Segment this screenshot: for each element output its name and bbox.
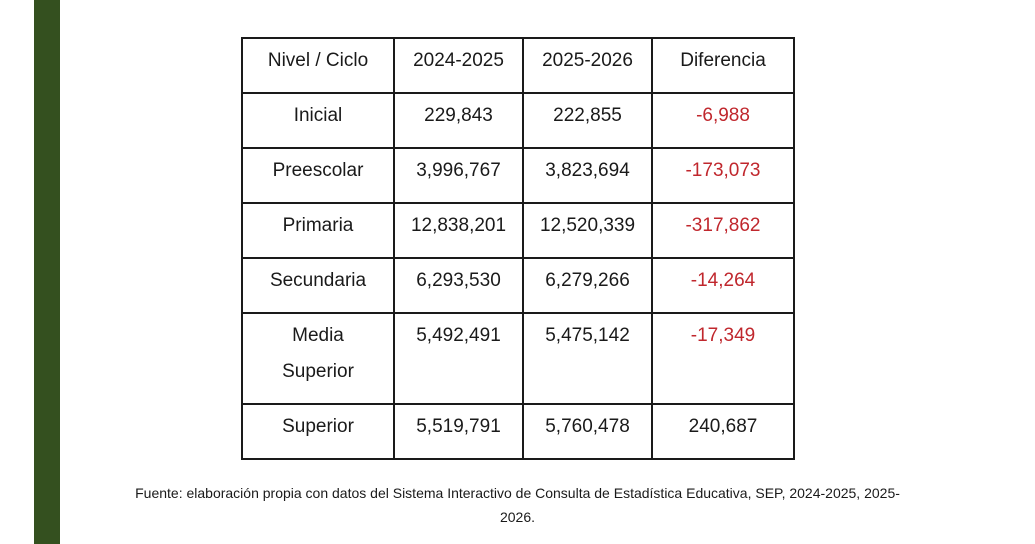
table-row: Secundaria 6,293,530 6,279,266 -14,264 bbox=[241, 257, 795, 314]
cell-nivel: Superior bbox=[241, 403, 395, 460]
header-diferencia: Diferencia bbox=[651, 37, 795, 94]
header-nivel-ciclo: Nivel / Ciclo bbox=[241, 37, 395, 94]
cell-2025-2026: 5,475,142 bbox=[522, 312, 653, 405]
cell-nivel: Inicial bbox=[241, 92, 395, 149]
cell-2024-2025: 6,293,530 bbox=[393, 257, 524, 314]
left-accent-bar bbox=[34, 0, 60, 544]
table-row: Media Superior 5,492,491 5,475,142 -17,3… bbox=[241, 312, 795, 405]
cell-2025-2026: 5,760,478 bbox=[522, 403, 653, 460]
table-row: Primaria 12,838,201 12,520,339 -317,862 bbox=[241, 202, 795, 259]
cell-2024-2025: 229,843 bbox=[393, 92, 524, 149]
cell-diferencia: -14,264 bbox=[651, 257, 795, 314]
cell-diferencia: -6,988 bbox=[651, 92, 795, 149]
cell-nivel: Primaria bbox=[241, 202, 395, 259]
cell-2025-2026: 3,823,694 bbox=[522, 147, 653, 204]
cell-nivel: Secundaria bbox=[241, 257, 395, 314]
cell-2025-2026: 6,279,266 bbox=[522, 257, 653, 314]
cell-diferencia: -17,349 bbox=[651, 312, 795, 405]
header-2025-2026: 2025-2026 bbox=[522, 37, 653, 94]
enrollment-table: Nivel / Ciclo 2024-2025 2025-2026 Difere… bbox=[241, 37, 795, 460]
cell-diferencia: -173,073 bbox=[651, 147, 795, 204]
cell-diferencia: 240,687 bbox=[651, 403, 795, 460]
cell-2024-2025: 3,996,767 bbox=[393, 147, 524, 204]
cell-2024-2025: 5,492,491 bbox=[393, 312, 524, 405]
cell-2024-2025: 5,519,791 bbox=[393, 403, 524, 460]
cell-diferencia: -317,862 bbox=[651, 202, 795, 259]
cell-nivel: Media Superior bbox=[241, 312, 395, 405]
header-2024-2025: 2024-2025 bbox=[393, 37, 524, 94]
cell-2025-2026: 12,520,339 bbox=[522, 202, 653, 259]
table-header-row: Nivel / Ciclo 2024-2025 2025-2026 Difere… bbox=[241, 37, 795, 94]
table-row: Inicial 229,843 222,855 -6,988 bbox=[241, 92, 795, 149]
cell-2024-2025: 12,838,201 bbox=[393, 202, 524, 259]
cell-nivel: Preescolar bbox=[241, 147, 395, 204]
source-caption: Fuente: elaboración propia con datos del… bbox=[135, 485, 900, 525]
table-row: Preescolar 3,996,767 3,823,694 -173,073 bbox=[241, 147, 795, 204]
cell-2025-2026: 222,855 bbox=[522, 92, 653, 149]
table-row: Superior 5,519,791 5,760,478 240,687 bbox=[241, 403, 795, 460]
